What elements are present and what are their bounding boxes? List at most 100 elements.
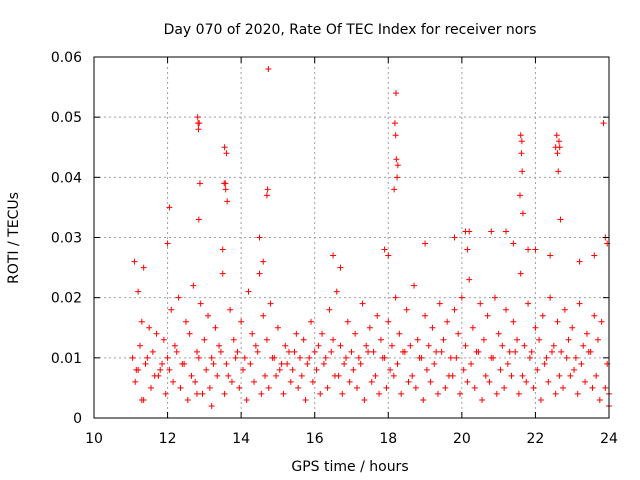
data-point [503, 228, 509, 235]
data-point [572, 354, 579, 361]
data-point [194, 390, 200, 397]
axis-ticks: 10 12 14 16 18 20 22 24 0 0.01 0.02 0.03 0.04 0.05 0.0… [51, 50, 618, 447]
data-point [311, 348, 318, 355]
data-point [526, 354, 533, 361]
data-point [337, 264, 344, 271]
data-point [273, 372, 280, 379]
data-point [582, 378, 589, 385]
data-point [593, 372, 600, 379]
data-point [136, 342, 143, 349]
data-point [445, 372, 452, 379]
data-point [131, 258, 138, 265]
data-point [574, 390, 581, 397]
data-point [212, 324, 219, 331]
data-point [223, 150, 230, 157]
data-point [388, 342, 395, 349]
data-point [251, 378, 258, 385]
data-point [444, 318, 451, 325]
data-point [547, 294, 554, 301]
data-point [536, 336, 543, 343]
data-point [324, 384, 331, 391]
data-point [177, 384, 184, 391]
data-point [160, 336, 167, 343]
data-point [256, 234, 263, 241]
data-point [547, 252, 554, 259]
data-point [326, 306, 333, 313]
data-point [317, 390, 324, 397]
data-point [532, 324, 539, 331]
data-point [153, 330, 160, 337]
data-point [206, 384, 213, 391]
y-tick-label: 0.02 [51, 291, 82, 307]
data-point [330, 252, 337, 259]
x-tick-label: 14 [232, 431, 250, 447]
data-point [342, 354, 349, 361]
data-point [264, 186, 271, 193]
data-point [530, 384, 537, 391]
data-point [422, 312, 429, 319]
data-point [585, 348, 592, 355]
data-point [293, 330, 300, 337]
data-point [234, 348, 241, 355]
data-point [558, 348, 565, 355]
data-point [216, 342, 223, 349]
data-point [383, 384, 390, 391]
data-point [523, 378, 530, 385]
data-point [550, 342, 557, 349]
data-point [241, 354, 248, 361]
data-point [260, 258, 267, 265]
data-point [368, 378, 375, 385]
data-point [497, 366, 504, 373]
data-point [385, 252, 392, 259]
data-point [135, 288, 142, 295]
data-point [462, 342, 469, 349]
data-point [425, 342, 432, 349]
data-point [344, 318, 351, 325]
data-point [355, 354, 362, 361]
data-point [289, 366, 296, 373]
data-point [374, 312, 381, 319]
data-point [199, 390, 206, 397]
data-point [379, 354, 386, 361]
data-point [518, 150, 525, 157]
data-point [144, 354, 151, 361]
data-point [333, 288, 340, 295]
data-point [598, 318, 605, 325]
data-point [182, 318, 189, 325]
data-point [164, 354, 171, 361]
data-point [278, 360, 285, 367]
data-point [322, 354, 329, 361]
data-point [508, 372, 515, 379]
data-point [420, 396, 427, 403]
data-point [451, 306, 458, 313]
data-point [396, 330, 403, 337]
data-point [350, 366, 357, 373]
data-point [372, 372, 379, 379]
data-point [394, 360, 401, 367]
data-point [208, 402, 215, 409]
data-point [217, 348, 224, 355]
data-point [385, 318, 392, 325]
data-point [287, 378, 294, 385]
data-point [195, 354, 202, 361]
data-point [394, 174, 401, 181]
data-point [162, 390, 169, 397]
y-tick-label: 0.05 [51, 110, 82, 126]
data-point [366, 324, 373, 331]
x-axis-label: GPS time / hours [291, 459, 408, 475]
data-point [254, 348, 261, 355]
data-point [308, 318, 315, 325]
data-point [519, 372, 526, 379]
data-point [335, 372, 342, 379]
data-point [416, 354, 423, 361]
data-point [304, 360, 311, 367]
data-point [477, 300, 484, 307]
data-point [243, 396, 250, 403]
data-point [556, 372, 563, 379]
data-point [506, 348, 513, 355]
data-point [328, 348, 335, 355]
data-point [221, 144, 228, 151]
data-point [142, 360, 149, 367]
data-point [555, 168, 562, 175]
